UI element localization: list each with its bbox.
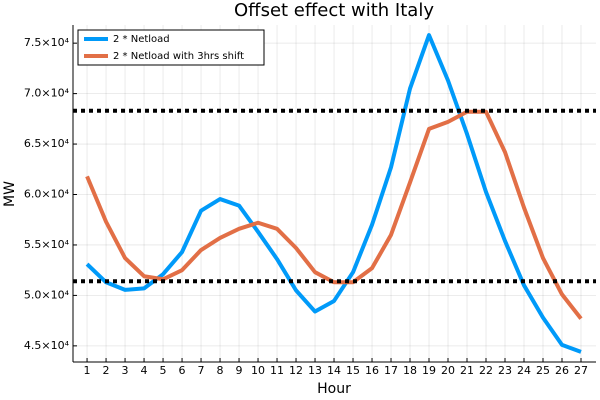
x-tick-label: 16	[365, 364, 379, 377]
x-tick-label: 13	[308, 364, 322, 377]
chart-title: Offset effect with Italy	[234, 0, 434, 21]
x-tick-label: 21	[460, 364, 474, 377]
x-tick-label: 11	[270, 364, 284, 377]
x-tick-label: 3	[122, 364, 129, 377]
x-tick-label: 25	[536, 364, 550, 377]
series-line	[85, 109, 583, 320]
x-tick-label: 22	[479, 364, 493, 377]
x-tick-label: 20	[441, 364, 455, 377]
x-tick-label: 1	[84, 364, 91, 377]
legend-label: 2 * Netload with 3hrs shift	[113, 51, 244, 62]
y-tick-label: 5.5×10⁴	[24, 238, 70, 251]
x-tick-label: 18	[403, 364, 417, 377]
x-tick-label: 10	[251, 364, 265, 377]
y-tick-label: 6.5×10⁴	[24, 137, 70, 150]
x-tick-label: 8	[217, 364, 224, 377]
x-axis-label: Hour	[317, 381, 351, 397]
x-tick-label: 27	[574, 364, 588, 377]
series-line	[85, 33, 582, 354]
y-axis-label: MW	[2, 181, 18, 207]
y-tick-label: 7.0×10⁴	[24, 87, 70, 100]
legend-box	[77, 29, 265, 66]
x-tick-label: 4	[141, 364, 148, 377]
x-tick-label: 17	[384, 364, 398, 377]
x-tick-label: 15	[346, 364, 360, 377]
x-tick-label: 24	[517, 364, 531, 377]
y-tick-label: 4.5×10⁴	[24, 339, 70, 352]
x-tick-label: 14	[327, 364, 341, 377]
x-tick-label: 5	[160, 364, 167, 377]
y-tick-label: 6.0×10⁴	[24, 188, 70, 201]
x-tick-label: 23	[498, 364, 512, 377]
y-tick-label: 5.0×10⁴	[24, 288, 70, 301]
x-tick-label: 26	[555, 364, 569, 377]
x-tick-label: 9	[236, 364, 243, 377]
x-tick-label: 12	[289, 364, 303, 377]
x-tick-label: 7	[198, 364, 205, 377]
x-tick-label: 2	[103, 364, 110, 377]
x-tick-label: 6	[179, 364, 186, 377]
legend-label: 2 * Netload	[113, 34, 170, 45]
x-tick-label: 19	[422, 364, 436, 377]
y-tick-label: 7.5×10⁴	[24, 36, 70, 49]
